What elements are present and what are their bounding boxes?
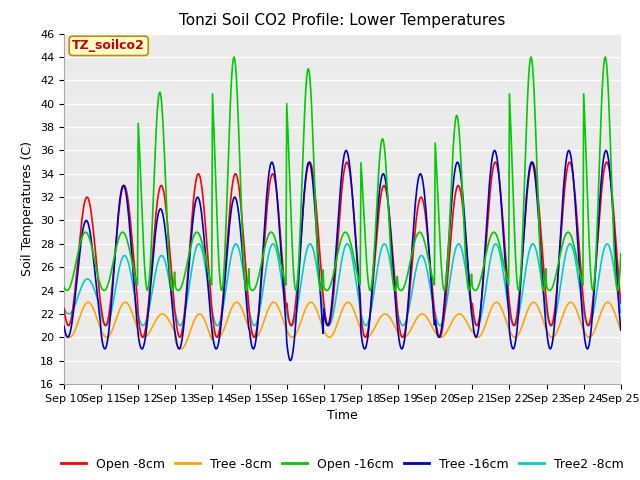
Text: TZ_soilco2: TZ_soilco2 xyxy=(72,39,145,52)
Legend: Open -8cm, Tree -8cm, Open -16cm, Tree -16cm, Tree2 -8cm: Open -8cm, Tree -8cm, Open -16cm, Tree -… xyxy=(56,453,628,476)
X-axis label: Time: Time xyxy=(327,409,358,422)
Title: Tonzi Soil CO2 Profile: Lower Temperatures: Tonzi Soil CO2 Profile: Lower Temperatur… xyxy=(179,13,506,28)
Y-axis label: Soil Temperatures (C): Soil Temperatures (C) xyxy=(22,141,35,276)
